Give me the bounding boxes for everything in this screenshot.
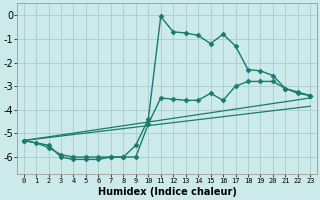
X-axis label: Humidex (Indice chaleur): Humidex (Indice chaleur) [98,187,236,197]
